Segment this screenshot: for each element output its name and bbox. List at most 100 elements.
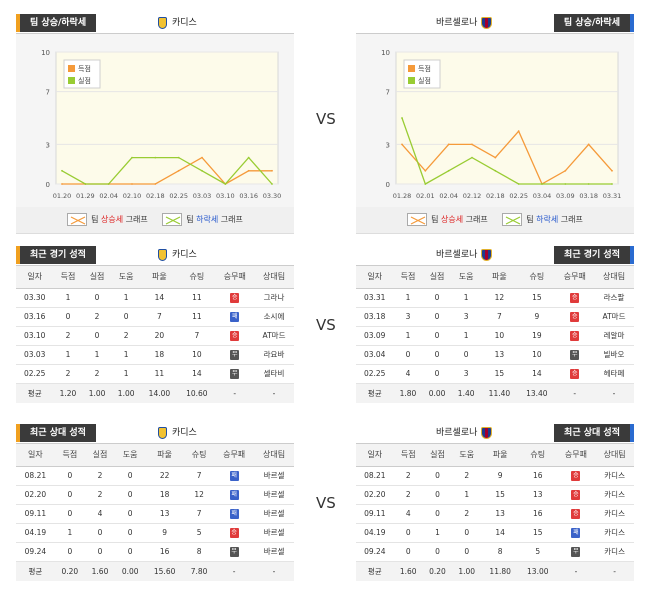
- table-cell: 2: [393, 466, 423, 486]
- average-cell: 0.00: [422, 383, 452, 403]
- team-name: 카디스: [158, 248, 197, 262]
- table-row: 03.10 2 0 2 20 7 승 AT마드: [16, 326, 294, 346]
- table-row: 03.03 1 1 1 18 10 무 라요바: [16, 345, 294, 365]
- result-badge: 무: [230, 350, 240, 360]
- table-row: 03.30 1 0 1 14 11 승 그라나: [16, 288, 294, 308]
- table-cell: 바르셀: [254, 542, 294, 562]
- data-point: [611, 183, 613, 185]
- chart-footer-legend: 팀 상승세 그래프 팀 하락세 그래프: [16, 207, 294, 233]
- x-tick-label: 03.31: [603, 192, 622, 200]
- column-header: 실점: [422, 444, 453, 467]
- table-row: 02.20 2 0 1 15 13 승 카디스: [356, 485, 634, 505]
- average-cell: -: [555, 383, 595, 403]
- table-cell: 바르셀: [254, 523, 294, 543]
- legend-swatch: [408, 77, 415, 84]
- table-cell: 10: [518, 345, 556, 365]
- table-cell: 03.18: [356, 307, 394, 327]
- average-cell: 1.00: [82, 383, 112, 403]
- column-header: 파울: [481, 444, 519, 467]
- data-point: [471, 143, 473, 146]
- table-header-row: 일자 득점 실점 도움 파울 슈팅 승무패 상대팀: [356, 266, 634, 289]
- table-cell: 14: [481, 523, 519, 543]
- table-cell: 1: [82, 345, 112, 365]
- table-cell: 08.21: [356, 466, 394, 486]
- table-cell: 1: [451, 326, 481, 346]
- average-cell: 평균: [356, 383, 394, 403]
- table-cell: 09.11: [356, 504, 394, 524]
- y-tick-label: 3: [46, 141, 50, 149]
- data-point: [517, 130, 520, 133]
- away-trend-panel: 바르셀로나 팀 상승/하락세 10 7 3 0 01.28 02.01 02.04 02.12…: [356, 12, 634, 234]
- fall-legend: 팀 하락세 그래프: [162, 207, 243, 233]
- data-point: [564, 169, 567, 172]
- table-cell: 카디스: [595, 466, 634, 486]
- result-cell: 패: [214, 504, 255, 524]
- data-point: [247, 156, 250, 159]
- average-cell: 1.80: [393, 383, 423, 403]
- result-cell: 승: [555, 288, 595, 308]
- data-point: [201, 169, 203, 172]
- data-point: [107, 183, 110, 185]
- table-cell: 2: [84, 485, 116, 505]
- table-cell: 0: [422, 466, 453, 486]
- table-row: 09.24 0 0 0 16 8 무 바르셀: [16, 542, 294, 562]
- table-cell: 20: [140, 326, 179, 346]
- panel-title: 최근 상대 성적: [16, 424, 96, 442]
- panel-title: 최근 상대 성적: [554, 424, 634, 442]
- table-cell: 8: [481, 542, 519, 562]
- x-tick-label: 02.25: [509, 192, 528, 200]
- average-cell: -: [254, 383, 294, 403]
- table-cell: 1: [53, 288, 83, 308]
- table-cell: AT마드: [254, 326, 294, 346]
- result-badge: 무: [570, 350, 580, 360]
- average-cell: 1.60: [393, 561, 423, 581]
- column-header: 승무패: [214, 444, 255, 467]
- data-point: [271, 183, 273, 185]
- result-badge: 패: [571, 528, 581, 538]
- result-badge: 패: [230, 312, 240, 322]
- data-point: [424, 169, 427, 172]
- table-cell: 16: [518, 504, 557, 524]
- column-header: 일자: [16, 266, 54, 289]
- result-badge: 승: [571, 509, 581, 519]
- data-point: [131, 183, 133, 185]
- data-point: [61, 169, 63, 172]
- result-badge: 무: [229, 547, 239, 557]
- home-h2h-panel: 최근 상대 성적 카디스 일자 득점 실점 도움 파울 슈팅 승무패 상대팀 08.21 0 2 0 2…: [16, 422, 294, 581]
- table-cell: 0: [54, 485, 85, 505]
- table-cell: 12: [480, 288, 519, 308]
- x-tick-label: 03.30: [263, 192, 282, 200]
- legend-swatch: [68, 77, 75, 84]
- legend-label: 득점: [78, 65, 91, 73]
- table-cell: 1: [451, 288, 481, 308]
- table-cell: 08.21: [16, 466, 55, 486]
- table-row: 09.11 0 4 0 13 7 패 바르셀: [16, 504, 294, 524]
- table-cell: 0: [422, 326, 452, 346]
- data-point: [247, 169, 250, 172]
- table-row: 03.16 0 2 0 7 11 패 소시에: [16, 307, 294, 327]
- table-cell: 7: [480, 307, 519, 327]
- table-cell: 2: [53, 364, 83, 384]
- column-header: 실점: [82, 266, 112, 289]
- table-cell: 2: [53, 326, 83, 346]
- table-cell: AT마드: [594, 307, 634, 327]
- column-header: 승무패: [556, 444, 596, 467]
- panel-title: 최근 경기 성적: [554, 246, 634, 264]
- average-cell: 14.00: [140, 383, 179, 403]
- x-tick-label: 02.25: [169, 192, 188, 200]
- rise-swatch-icon: [407, 213, 428, 226]
- result-cell: 패: [214, 485, 255, 505]
- stats-table: 일자 득점 실점 도움 파울 슈팅 승무패 상대팀 08.21 0 2 0 22 7 패 바르셀 02.20 0 2…: [16, 444, 294, 581]
- average-cell: 1.00: [452, 561, 482, 581]
- data-point: [84, 183, 87, 185]
- data-point: [401, 143, 403, 146]
- table-row: 02.25 2 2 1 11 14 무 셀타비: [16, 364, 294, 384]
- series-line-1: [401, 117, 612, 185]
- y-tick-label: 7: [386, 89, 390, 97]
- table-cell: 0: [451, 345, 481, 365]
- result-cell: 무: [215, 345, 255, 365]
- table-cell: 0: [422, 485, 453, 505]
- panel-header: 최근 상대 성적 카디스: [16, 422, 294, 444]
- average-cell: 1.20: [53, 383, 83, 403]
- team-name: 바르셀로나: [436, 248, 493, 262]
